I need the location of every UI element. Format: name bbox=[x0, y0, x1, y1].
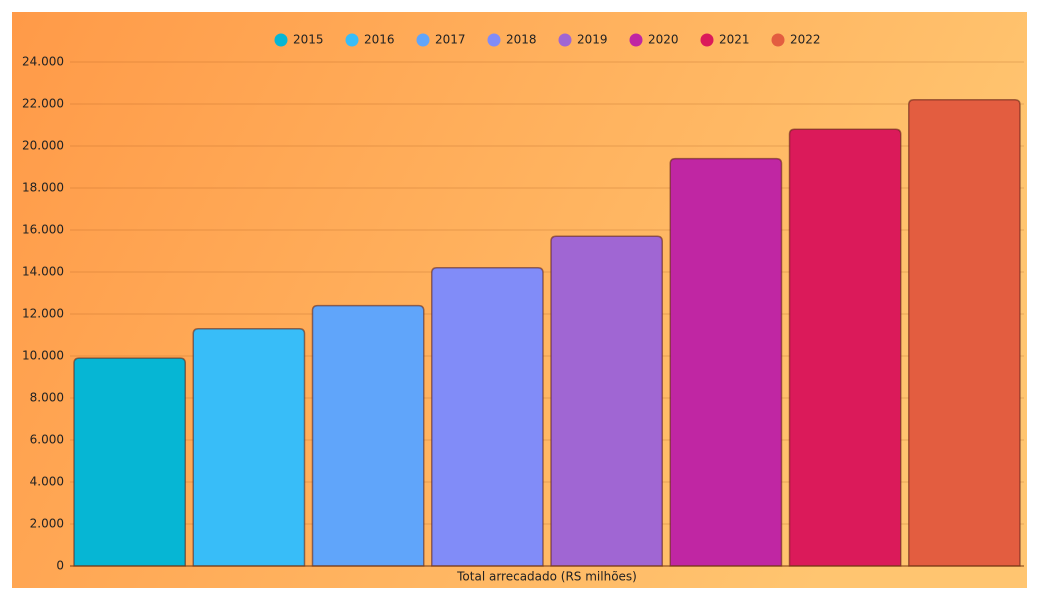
y-tick-label: 12.000 bbox=[22, 307, 64, 321]
y-tick-label: 18.000 bbox=[22, 181, 64, 195]
legend-label: 2017 bbox=[435, 33, 466, 47]
legend-marker bbox=[558, 33, 572, 47]
bar bbox=[550, 235, 663, 567]
legend-label: 2016 bbox=[364, 33, 395, 47]
bar bbox=[669, 157, 783, 567]
legend-label: 2022 bbox=[790, 33, 821, 47]
legend-label: 2020 bbox=[648, 33, 679, 47]
legend-marker bbox=[274, 33, 288, 47]
legend-label: 2021 bbox=[719, 33, 750, 47]
legend-marker bbox=[629, 33, 643, 47]
bar bbox=[431, 267, 544, 567]
legend-marker bbox=[345, 33, 359, 47]
y-tick-label: 6.000 bbox=[30, 433, 64, 447]
bar bbox=[908, 99, 1021, 567]
x-tick-label: Total arrecadado (RS milhões) bbox=[456, 570, 637, 584]
bar bbox=[788, 128, 902, 567]
legend-label: 2019 bbox=[577, 33, 608, 47]
y-tick-label: 14.000 bbox=[22, 265, 64, 279]
bar bbox=[73, 357, 186, 567]
legend-label: 2015 bbox=[293, 33, 324, 47]
y-tick-label: 24.000 bbox=[22, 55, 64, 69]
y-tick-label: 22.000 bbox=[22, 97, 64, 111]
legend-marker bbox=[700, 33, 714, 47]
legend-marker bbox=[771, 33, 785, 47]
legend-marker bbox=[416, 33, 430, 47]
y-tick-label: 20.000 bbox=[22, 139, 64, 153]
bar bbox=[311, 304, 425, 567]
legend-label: 2018 bbox=[506, 33, 537, 47]
y-tick-label: 4.000 bbox=[30, 475, 64, 489]
bar bbox=[192, 327, 306, 567]
y-tick-label: 16.000 bbox=[22, 223, 64, 237]
y-tick-label: 0 bbox=[56, 559, 64, 573]
y-tick-label: 8.000 bbox=[30, 391, 64, 405]
y-tick-label: 2.000 bbox=[30, 517, 64, 531]
legend-marker bbox=[487, 33, 501, 47]
y-tick-label: 10.000 bbox=[22, 349, 64, 363]
